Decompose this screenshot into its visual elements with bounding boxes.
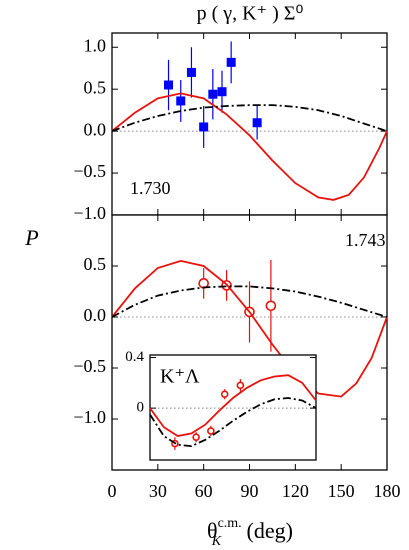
y-tick-label: 1.0 [84, 35, 107, 55]
x-label-sup: c.m. [218, 516, 242, 531]
x-tick-label: 60 [195, 481, 213, 501]
panel-label: 1.743 [345, 230, 386, 250]
marker [226, 57, 236, 67]
x-tick-label: 120 [282, 481, 309, 501]
curve [111, 92, 388, 201]
x-tick-label: 30 [149, 481, 167, 501]
marker [220, 390, 229, 399]
curve [111, 259, 388, 398]
marker [208, 89, 218, 99]
curve [111, 285, 388, 318]
x-tick-label: 150 [328, 481, 355, 501]
x-axis-label: θc.m. K (deg) [207, 516, 293, 549]
x-label-unit: (deg) [241, 518, 293, 543]
x-tick-label: 180 [374, 481, 401, 501]
y-tick-label: −0.5 [73, 161, 106, 181]
curve [149, 397, 317, 448]
y-tick-label: 0.0 [84, 119, 107, 139]
y-tick-label: 0.4 [125, 349, 144, 365]
y-tick-label: −1.0 [73, 203, 106, 223]
marker [217, 87, 227, 97]
chart-title: p ( γ, K⁺ ) Σ⁰ [197, 3, 304, 25]
panel-label: 1.730 [130, 178, 171, 198]
curve [149, 374, 317, 437]
marker [164, 80, 174, 90]
x-label-sub: K [211, 534, 222, 549]
marker [199, 122, 209, 132]
marker [176, 96, 186, 106]
plot-frame [111, 32, 388, 216]
marker [207, 427, 215, 435]
panel-label: K⁺Λ [160, 366, 200, 388]
y-tick-label: −0.5 [73, 356, 106, 376]
y-tick-label: −1.0 [73, 407, 106, 427]
y-tick-label: 0.5 [84, 77, 107, 97]
curve [111, 104, 388, 132]
y-tick-label: 0.5 [84, 254, 107, 274]
x-label-symbol: θ [207, 518, 218, 543]
marker [192, 433, 200, 442]
y-tick-label: 0.0 [84, 305, 107, 325]
y-tick-label: 0 [137, 400, 145, 416]
marker [252, 118, 262, 128]
marker [265, 300, 277, 312]
marker [186, 67, 196, 77]
x-tick-label: 90 [241, 481, 259, 501]
x-tick-label: 0 [108, 481, 117, 501]
y-axis-label: P [24, 225, 38, 250]
marker [236, 381, 245, 390]
